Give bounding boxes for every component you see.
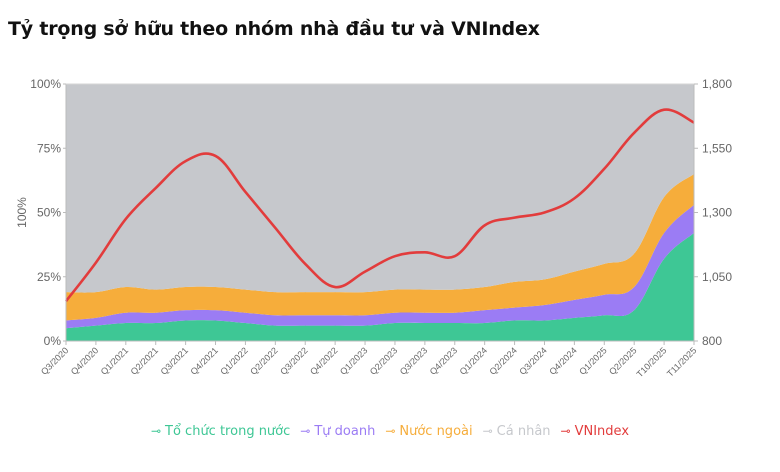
x-tick-label: Q3/2024 xyxy=(517,345,548,376)
legend-item[interactable]: ⊸ Nước ngoài xyxy=(385,424,472,439)
legend-label: Cá nhân xyxy=(496,424,551,439)
x-tick-label: Q3/2022 xyxy=(278,345,309,376)
x-tick-label: Q2/2021 xyxy=(129,345,160,376)
area-2 xyxy=(66,173,694,321)
legend-label: Tổ chức trong nước xyxy=(165,424,291,439)
x-tick-label: Q4/2020 xyxy=(69,345,100,376)
legend-marker-icon: ⊸ xyxy=(385,424,396,438)
right-tick-label: 1,050 xyxy=(702,270,732,284)
legend-item[interactable]: ⊸ VNIndex xyxy=(561,424,629,439)
chart-title: Tỷ trọng sở hữu theo nhóm nhà đầu tư và … xyxy=(8,18,540,40)
left-tick-label: 100% xyxy=(30,77,61,91)
x-tick-label: Q1/2023 xyxy=(338,345,369,376)
area-3 xyxy=(66,84,694,293)
right-tick-label: 1,300 xyxy=(702,206,732,220)
x-tick-label: Q4/2023 xyxy=(428,345,459,376)
y-axis-label: 100% xyxy=(15,197,29,228)
legend-marker-icon: ⊸ xyxy=(150,424,162,438)
legend-marker-icon: ⊸ xyxy=(560,424,571,438)
left-tick-label: 0% xyxy=(44,334,62,348)
legend-label: Nước ngoài xyxy=(399,424,473,439)
x-tick-label: Q1/2024 xyxy=(458,345,489,376)
legend-label: VNIndex xyxy=(574,424,630,439)
vnindex-line xyxy=(64,108,695,302)
x-tick-label: Q1/2021 xyxy=(99,345,130,376)
x-tick-label: Q2/2023 xyxy=(368,345,399,376)
legend-marker-icon: ⊸ xyxy=(482,424,493,438)
left-tick-label: 50% xyxy=(37,206,61,220)
right-tick-label: 1,550 xyxy=(702,141,732,155)
legend-item[interactable]: ⊸ Tổ chức trong nước xyxy=(151,424,290,439)
x-tick-label: Q1/2022 xyxy=(218,345,249,376)
x-tick-label: Q4/2021 xyxy=(188,345,219,376)
x-tick-label: Q3/2021 xyxy=(159,345,190,376)
chart-legend: ⊸ Tổ chức trong nước ⊸ Tự doanh ⊸ Nước ngoài ⊸… xyxy=(0,424,780,439)
right-tick-label: 1,800 xyxy=(702,77,732,91)
x-tick-label: Q1/2025 xyxy=(577,345,608,376)
x-tick-label: T10/2025 xyxy=(635,345,669,379)
left-tick-label: 75% xyxy=(37,141,61,155)
legend-label: Tự doanh xyxy=(314,424,376,439)
x-tick-label: Q2/2024 xyxy=(487,345,518,376)
legend-item[interactable]: ⊸ Cá nhân xyxy=(483,424,551,439)
x-tick-label: Q3/2020 xyxy=(39,345,70,376)
x-tick-label: Q4/2024 xyxy=(547,345,578,376)
x-tick-label: T11/2025 xyxy=(665,345,698,378)
right-tick-label: 800 xyxy=(702,334,722,348)
legend-item[interactable]: ⊸ Tự doanh xyxy=(300,424,375,439)
x-tick-label: Q4/2022 xyxy=(308,345,339,376)
area-1 xyxy=(66,204,694,329)
x-tick-label: Q2/2022 xyxy=(248,345,279,376)
chart: 0% 25% 50% 75% 100% 800 1,050 1,300 1,550 1,800 10… xyxy=(15,77,732,379)
area-0 xyxy=(66,233,694,341)
legend-marker-icon: ⊸ xyxy=(300,424,311,438)
left-tick-label: 25% xyxy=(37,270,61,284)
x-tick-label: Q3/2023 xyxy=(398,345,429,376)
